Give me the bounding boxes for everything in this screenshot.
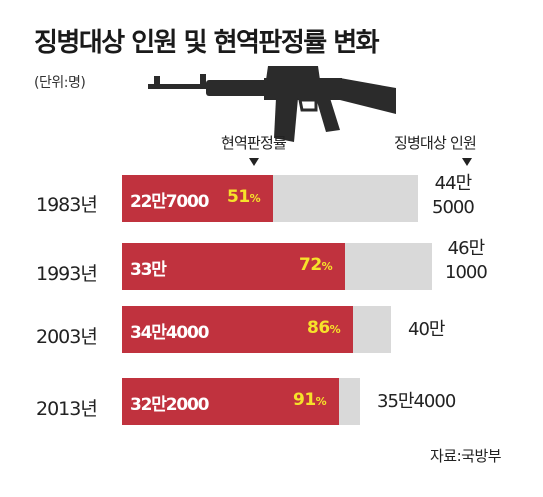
total-line: 46만 [447,238,485,259]
year-label: 2003년 [36,326,98,348]
total-line: 1000 [445,262,488,283]
year-label: 1983년 [36,194,98,216]
total-line: 40만 [408,319,445,340]
active-count-label: 33만 [130,260,167,280]
rate-pct-symbol: % [315,395,327,408]
total-line: 35만4000 [377,391,456,412]
total-label: 40만 [408,318,445,342]
legend-total-arrow [462,158,472,166]
rate-value: 51 [227,187,250,207]
year-label: 2013년 [36,398,98,420]
rate-pct-symbol: % [249,192,261,205]
active-count-label: 34만4000 [130,323,209,343]
total-line: 5000 [432,197,475,218]
total-label: 35만4000 [377,390,456,414]
rate-label: 72% [299,255,333,275]
rate-label: 86% [307,318,341,338]
active-count-label: 32만2000 [130,395,209,415]
unit-label: (단위:명) [34,75,86,91]
bar-active [122,243,345,290]
bar-active [122,175,273,222]
legend-rate-label: 현역판정률 [221,134,287,152]
rate-pct-symbol: % [329,323,341,336]
rate-label: 91% [293,390,327,410]
rate-label: 51% [227,187,261,207]
rate-value: 86 [307,318,330,338]
rate-pct-symbol: % [321,260,333,273]
active-count-label: 22만7000 [130,192,209,212]
legend-rate-arrow [249,158,259,166]
legend-total-label: 징병대상 인원 [394,134,477,152]
source-note: 자료:국방부 [430,447,502,465]
bar-active [122,378,339,425]
bar-active [122,306,353,353]
total-label: 46만 1000 [445,237,488,285]
rate-value: 72 [299,255,322,275]
rate-value: 91 [293,390,316,410]
total-label: 44만 5000 [432,172,475,220]
total-line: 44만 [434,173,472,194]
year-label: 1993년 [36,263,98,285]
chart-title: 징병대상 인원 및 현역판정률 변화 [34,28,380,58]
rifle-icon [148,66,396,142]
